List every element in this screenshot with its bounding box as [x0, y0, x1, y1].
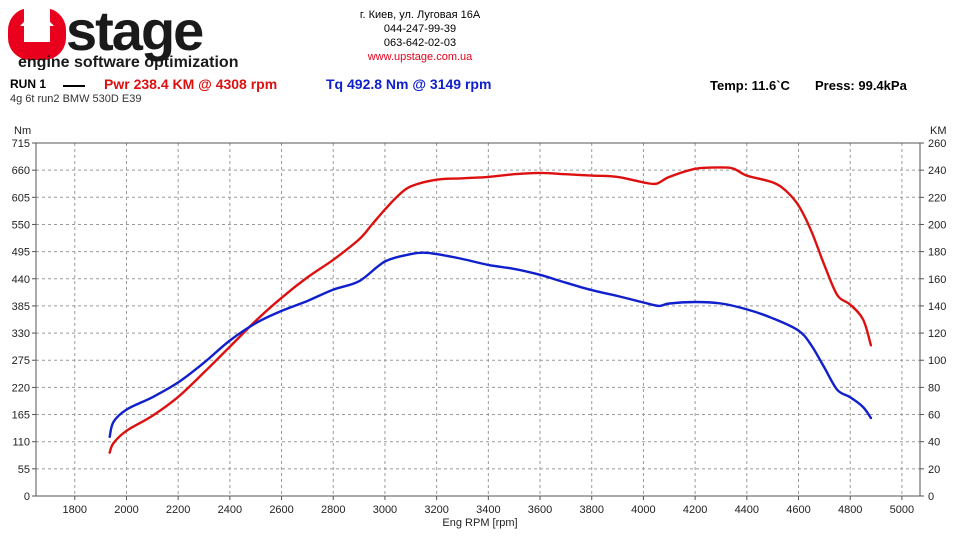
phone-1: 044-247-99-39	[383, 23, 457, 35]
x-axis-label: Eng RPM [rpm]	[442, 517, 517, 529]
left-tick-label: 275	[12, 355, 30, 367]
phone-2: 063-642-02-03	[383, 37, 457, 49]
run-legend-line	[63, 85, 85, 87]
right-tick-label: 60	[928, 410, 940, 422]
right-tick-label: 120	[928, 328, 946, 340]
right-axis-label: KM	[930, 125, 947, 137]
x-tick-label: 2400	[218, 504, 242, 516]
left-tick-label: 330	[12, 328, 30, 340]
left-tick-label: 385	[12, 301, 30, 313]
website-link[interactable]: www.upstage.com.ua	[367, 51, 473, 63]
left-tick-label: 605	[12, 192, 30, 204]
x-tick-label: 4400	[735, 504, 759, 516]
left-tick-label: 55	[18, 464, 30, 476]
right-tick-label: 140	[928, 301, 946, 313]
torque-summary: Tq 492.8 Nm @ 3149 rpm	[326, 76, 492, 92]
right-tick-label: 220	[928, 192, 946, 204]
address-block: г. Киев, ул. Луговая 16А 044-247-99-39 0…	[330, 8, 510, 64]
x-tick-label: 5000	[890, 504, 914, 516]
left-tick-label: 440	[12, 274, 30, 286]
left-tick-label: 550	[12, 219, 30, 231]
logo-tagline: engine software optimization	[18, 54, 238, 70]
x-tick-label: 3400	[476, 504, 500, 516]
x-tick-label: 3800	[579, 504, 603, 516]
right-tick-label: 20	[928, 464, 940, 476]
left-tick-label: 220	[12, 382, 30, 394]
grid-lines	[36, 143, 920, 496]
x-tick-label: 4600	[786, 504, 810, 516]
right-tick-label: 260	[928, 138, 946, 150]
pressure-readout: Press: 99.4kPa	[815, 78, 907, 93]
x-tick-label: 2800	[321, 504, 345, 516]
left-tick-label: 0	[24, 491, 30, 503]
left-tick-label: 495	[12, 247, 30, 259]
logo-wordmark: stage	[8, 2, 205, 62]
x-tick-label: 4800	[838, 504, 862, 516]
run-label: RUN 1	[10, 77, 47, 91]
run-subtitle: 4g 6t run2 BMW 530D E39	[10, 93, 142, 105]
right-tick-label: 180	[928, 247, 946, 259]
upstage-logo: stage engine software optimization	[8, 2, 238, 70]
x-tick-label: 4000	[631, 504, 655, 516]
x-tick-label: 2000	[114, 504, 138, 516]
left-axis-label: Nm	[14, 125, 31, 137]
x-tick-label: 2600	[269, 504, 293, 516]
x-tick-label: 2200	[166, 504, 190, 516]
series-layer	[108, 166, 873, 454]
svg-text:stage: stage	[66, 2, 203, 62]
temperature-readout: Temp: 11.6`C	[710, 78, 790, 93]
power-curve	[108, 166, 873, 454]
x-tick-label: 3200	[424, 504, 448, 516]
left-tick-label: 110	[12, 437, 30, 449]
left-tick-label: 165	[12, 410, 30, 422]
x-tick-label: 3600	[528, 504, 552, 516]
power-summary: Pwr 238.4 KM @ 4308 rpm	[104, 76, 278, 92]
x-tick-label: 3000	[373, 504, 397, 516]
x-tick-label: 1800	[63, 504, 87, 516]
right-tick-label: 80	[928, 382, 940, 394]
left-tick-label: 660	[12, 165, 30, 177]
left-axis-ticks: 0 55 110 165 220 275 330 385 440 495 550 605 660 715	[12, 138, 36, 503]
right-tick-label: 200	[928, 219, 946, 231]
right-tick-label: 240	[928, 165, 946, 177]
right-tick-label: 40	[928, 437, 940, 449]
right-tick-label: 0	[928, 491, 934, 503]
address-text: г. Киев, ул. Луговая 16А	[359, 9, 481, 21]
right-tick-label: 160	[928, 274, 946, 286]
right-axis-ticks: 0 20 40 60 80 100 120 140 160 180 200 220 240 260	[920, 138, 946, 503]
x-tick-label: 4200	[683, 504, 707, 516]
plot-frame	[35, 142, 921, 497]
x-axis-ticks: 1800 2000 2200 2400 2600 2800 3000 3200 3400 3600…	[63, 496, 914, 516]
right-tick-label: 100	[928, 355, 946, 367]
left-tick-label: 715	[12, 138, 30, 150]
torque-curve	[108, 251, 873, 438]
